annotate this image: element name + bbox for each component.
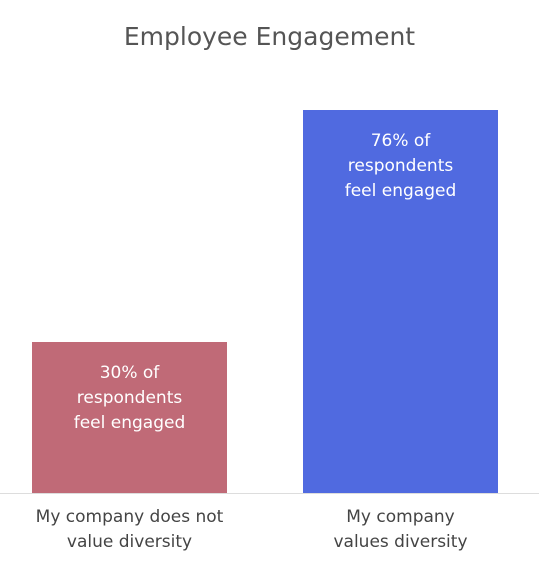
chart-title: Employee Engagement (123, 22, 416, 51)
baseline (0, 493, 539, 494)
bar (32, 341, 227, 493)
value-label: 30% of respondents feel engaged (73, 362, 186, 433)
x-tick-label: My company does not value diversity (35, 507, 224, 552)
x-tick-label: My company values diversity (333, 507, 468, 552)
bar (303, 110, 498, 493)
value-label: 76% of respondents feel engaged (344, 131, 457, 201)
